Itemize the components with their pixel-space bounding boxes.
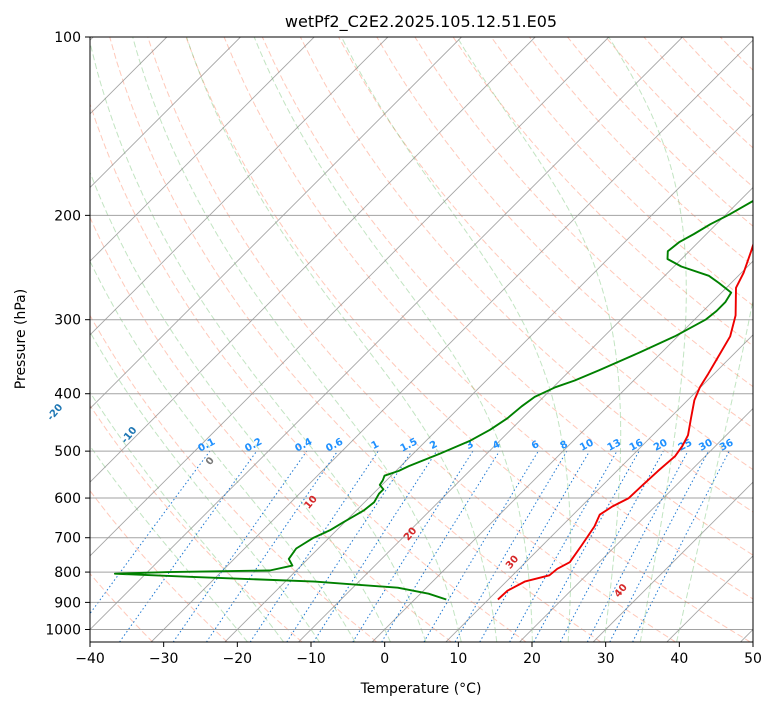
y-tick-label: 900 xyxy=(54,595,81,611)
mixing-ratio-label: 6 xyxy=(530,439,541,452)
isotherm-line xyxy=(90,37,610,557)
moist-adiabat-line xyxy=(676,297,753,642)
series-line-1 xyxy=(113,199,753,601)
mixing-ratio-line xyxy=(90,450,211,615)
moist-adiabat-line xyxy=(132,37,462,642)
y-tick-label: 100 xyxy=(54,30,81,46)
dry-adiabat-line xyxy=(147,37,676,642)
x-tick-label: −30 xyxy=(149,651,179,667)
mixing-ratio-line xyxy=(205,450,339,642)
isotherm-line xyxy=(371,260,753,642)
background-lines xyxy=(0,37,753,642)
isotherm-line xyxy=(90,37,683,631)
isotherm-line xyxy=(224,113,753,642)
y-tick-label: 300 xyxy=(54,313,81,329)
mixing-ratio-line xyxy=(509,450,618,642)
dry-adiabat-line xyxy=(376,37,753,429)
dry-adiabat-line xyxy=(90,102,527,642)
moist-adiabat-line xyxy=(90,391,285,642)
x-axis-label: Temperature (°C) xyxy=(360,681,482,697)
moist-adiabat-line xyxy=(90,171,391,642)
y-tick-label: 1000 xyxy=(45,623,81,639)
pressure-grid xyxy=(90,37,753,630)
mixing-ratio-label: 1 xyxy=(370,439,381,452)
sounding-lines xyxy=(113,199,753,601)
moist-adiabat-line xyxy=(608,37,687,642)
mixing-ratio-line xyxy=(119,450,258,642)
dry-adiabat-line xyxy=(109,37,602,642)
mixing-ratio-label: 2 xyxy=(428,439,439,452)
x-tick-label: 0 xyxy=(380,651,389,667)
mixing-ratio-line xyxy=(632,450,730,642)
dry-adiabat-line xyxy=(90,314,378,642)
x-tick-label: 20 xyxy=(523,651,541,667)
dry-adiabat-label: -20 xyxy=(45,402,65,423)
isotherm-line xyxy=(90,37,315,262)
dry-adiabat-line xyxy=(490,37,753,307)
isotherm-line xyxy=(90,37,462,410)
y-axis: 100 200 300 400 500 600 700 800 900 1000 xyxy=(45,30,90,639)
x-axis: −40 −30 −20 −10 0 10 20 30 40 50 xyxy=(75,642,762,667)
isotherm-line xyxy=(445,334,753,642)
isotherm-line xyxy=(90,37,241,189)
mixing-ratio-line xyxy=(313,450,438,642)
moist-adiabat-line xyxy=(90,260,356,642)
isotherm-line xyxy=(90,37,536,483)
moist-adiabat-line xyxy=(341,37,572,642)
dry-adiabat-line xyxy=(0,37,3,642)
mixing-ratio-line xyxy=(286,450,413,642)
x-tick-label: −20 xyxy=(223,651,253,667)
dry-adiabat-line xyxy=(223,37,753,600)
y-tick-label: 400 xyxy=(54,387,81,403)
dry-adiabat-line xyxy=(338,37,753,471)
plot-frame xyxy=(89,36,754,643)
mixing-ratio-line xyxy=(352,450,474,642)
x-tick-label: 50 xyxy=(744,651,762,667)
y-axis-label: Pressure (hPa) xyxy=(13,289,29,389)
mixing-ratio-line xyxy=(249,450,379,642)
mixing-ratio-line xyxy=(172,450,308,642)
x-tick-label: −10 xyxy=(296,651,326,667)
mixing-ratio-line xyxy=(533,450,640,642)
moist-adiabat-line xyxy=(90,330,320,642)
y-tick-label: 200 xyxy=(54,208,81,224)
mixing-ratio-label: 4 xyxy=(491,439,502,452)
isotherm-line xyxy=(592,481,753,642)
isotherm-line xyxy=(298,186,753,642)
moist-adiabat-line xyxy=(253,37,533,642)
x-tick-label: 10 xyxy=(449,651,467,667)
x-tick-label: −40 xyxy=(75,651,105,667)
y-tick-label: 500 xyxy=(54,444,81,460)
dry-adiabat-line xyxy=(90,572,154,642)
dry-adiabat-line xyxy=(90,404,303,642)
mixing-ratio-label: 3 xyxy=(464,439,475,452)
mixing-ratio-label: 8 xyxy=(559,439,570,452)
series-line-0 xyxy=(497,242,753,601)
dry-adiabat-line xyxy=(0,37,78,642)
moist-adiabat-line xyxy=(186,37,498,642)
chart-title: wetPf2_C2E2.2025.105.12.51.E05 xyxy=(285,12,557,32)
mixing-ratio-line xyxy=(381,450,500,642)
moist-adiabat-line xyxy=(456,37,622,642)
dry-adiabat-line xyxy=(90,216,452,642)
x-tick-label: 30 xyxy=(597,651,615,667)
x-tick-label: 40 xyxy=(670,651,688,667)
isotherm-line xyxy=(519,407,753,642)
mixing-ratio-line xyxy=(559,450,664,642)
y-tick-label: 600 xyxy=(54,491,81,507)
y-tick-label: 800 xyxy=(54,565,81,581)
plot-background xyxy=(90,37,753,642)
isotherm-line xyxy=(90,37,389,336)
dry-adiabat-line xyxy=(261,37,753,556)
isotherm-line xyxy=(150,39,753,642)
y-tick-label: 700 xyxy=(54,531,81,547)
dry-adiabat-line xyxy=(452,37,753,347)
dry-adiabat-line xyxy=(299,37,753,513)
